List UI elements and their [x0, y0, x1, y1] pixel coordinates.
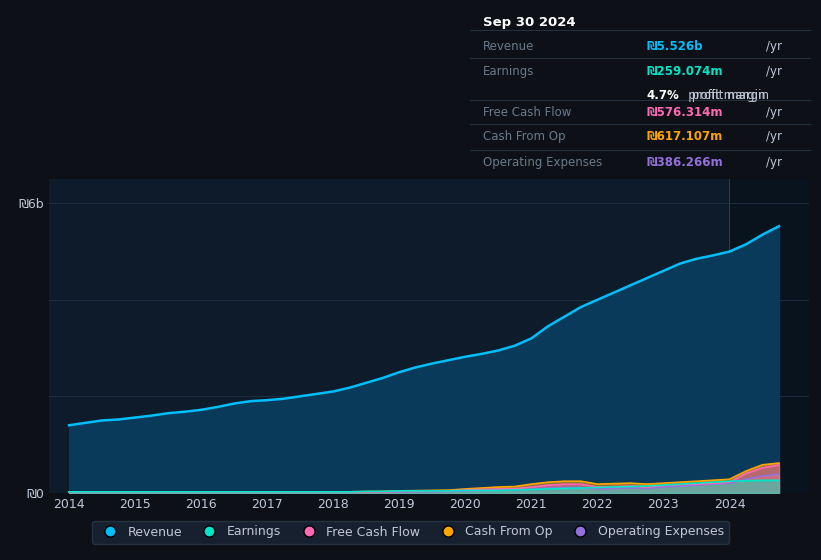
- Text: ₪259.074m: ₪259.074m: [647, 66, 723, 78]
- Text: /yr: /yr: [766, 40, 782, 53]
- Text: ₪576.314m: ₪576.314m: [647, 106, 723, 119]
- Text: Operating Expenses: Operating Expenses: [484, 156, 603, 169]
- Text: Free Cash Flow: Free Cash Flow: [484, 106, 571, 119]
- Text: ₪386.266m: ₪386.266m: [647, 156, 723, 169]
- Text: profit margin: profit margin: [647, 89, 765, 102]
- Text: profit margin: profit margin: [688, 89, 768, 102]
- Text: Sep 30 2024: Sep 30 2024: [484, 16, 576, 29]
- Text: Revenue: Revenue: [484, 40, 534, 53]
- Text: /yr: /yr: [766, 66, 782, 78]
- Text: ₪5.526b: ₪5.526b: [647, 40, 704, 53]
- Text: ₪617.107m: ₪617.107m: [647, 130, 723, 143]
- Text: Earnings: Earnings: [484, 66, 534, 78]
- Text: Cash From Op: Cash From Op: [484, 130, 566, 143]
- Bar: [729, 179, 809, 493]
- Text: 4.7%: 4.7%: [647, 89, 680, 102]
- Text: /yr: /yr: [766, 106, 782, 119]
- Legend: Revenue, Earnings, Free Cash Flow, Cash From Op, Operating Expenses: Revenue, Earnings, Free Cash Flow, Cash …: [92, 520, 729, 544]
- Text: /yr: /yr: [766, 130, 782, 143]
- Text: /yr: /yr: [766, 156, 782, 169]
